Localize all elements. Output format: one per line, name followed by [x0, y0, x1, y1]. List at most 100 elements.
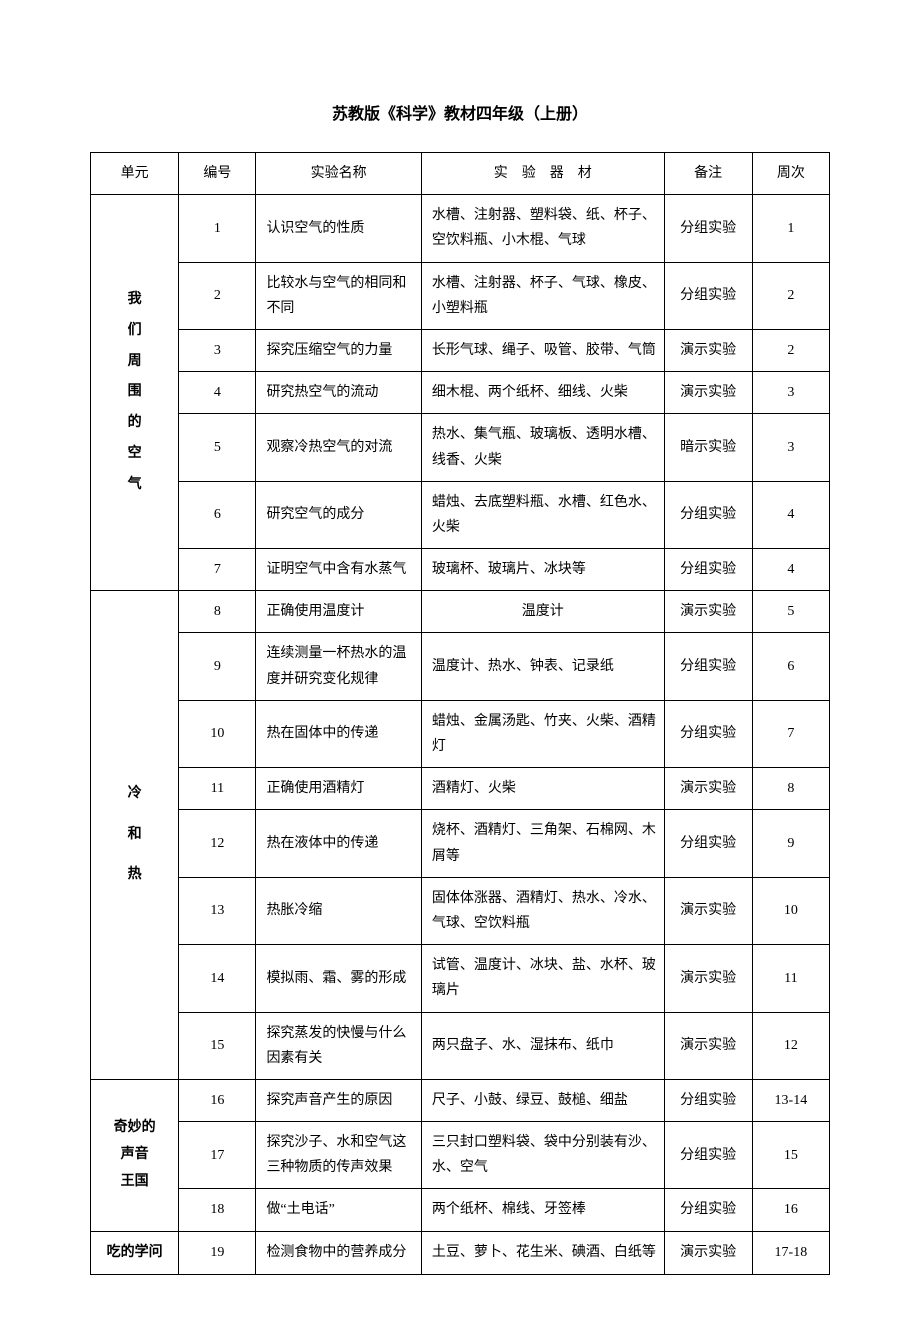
cell-week: 12 — [752, 1012, 829, 1079]
cell-material: 尺子、小鼓、绿豆、鼓槌、细盐 — [421, 1079, 664, 1121]
table-row: 7证明空气中含有水蒸气玻璃杯、玻璃片、冰块等分组实验4 — [91, 549, 830, 591]
table-row: 17探究沙子、水和空气这三种物质的传声效果三只封口塑料袋、袋中分别装有沙、水、空… — [91, 1122, 830, 1189]
cell-week: 11 — [752, 945, 829, 1012]
cell-num: 13 — [179, 877, 256, 944]
cell-num: 15 — [179, 1012, 256, 1079]
unit-cell: 奇妙的声音王国 — [91, 1079, 179, 1231]
cell-material: 三只封口塑料袋、袋中分别装有沙、水、空气 — [421, 1122, 664, 1189]
table-row: 奇妙的声音王国16探究声音产生的原因尺子、小鼓、绿豆、鼓槌、细盐分组实验13-1… — [91, 1079, 830, 1121]
unit-cell: 我们周围的空气 — [91, 195, 179, 591]
cell-name: 探究沙子、水和空气这三种物质的传声效果 — [256, 1122, 421, 1189]
unit-cell: 吃的学问 — [91, 1231, 179, 1275]
experiment-table: 单元 编号 实验名称 实 验 器 材 备注 周次 我们周围的空气1认识空气的性质… — [90, 152, 830, 1275]
cell-note: 分组实验 — [664, 481, 752, 548]
table-row: 12热在液体中的传递烧杯、酒精灯、三角架、石棉网、木屑等分组实验9 — [91, 810, 830, 877]
table-row: 3探究压缩空气的力量长形气球、绳子、吸管、胶带、气筒演示实验2 — [91, 329, 830, 371]
cell-week: 9 — [752, 810, 829, 877]
table-row: 2比较水与空气的相同和不同水槽、注射器、杯子、气球、橡皮、小塑料瓶分组实验2 — [91, 262, 830, 329]
cell-num: 6 — [179, 481, 256, 548]
cell-material: 固体体涨器、酒精灯、热水、冷水、气球、空饮料瓶 — [421, 877, 664, 944]
table-row: 吃的学问19检测食物中的营养成分土豆、萝卜、花生米、碘酒、白纸等演示实验17-1… — [91, 1231, 830, 1275]
cell-name: 比较水与空气的相同和不同 — [256, 262, 421, 329]
header-material: 实 验 器 材 — [421, 153, 664, 195]
cell-material: 水槽、注射器、塑料袋、纸、杯子、空饮料瓶、小木棍、气球 — [421, 195, 664, 262]
cell-week: 3 — [752, 372, 829, 414]
cell-week: 6 — [752, 633, 829, 700]
cell-note: 演示实验 — [664, 329, 752, 371]
cell-num: 4 — [179, 372, 256, 414]
table-row: 11正确使用酒精灯酒精灯、火柴演示实验8 — [91, 768, 830, 810]
cell-name: 探究压缩空气的力量 — [256, 329, 421, 371]
cell-note: 分组实验 — [664, 633, 752, 700]
cell-week: 15 — [752, 1122, 829, 1189]
cell-week: 5 — [752, 591, 829, 633]
cell-week: 7 — [752, 700, 829, 767]
cell-note: 演示实验 — [664, 877, 752, 944]
cell-num: 19 — [179, 1231, 256, 1275]
cell-name: 连续测量一杯热水的温度并研究变化规律 — [256, 633, 421, 700]
cell-name: 探究声音产生的原因 — [256, 1079, 421, 1121]
cell-num: 18 — [179, 1189, 256, 1231]
cell-material: 温度计 — [421, 591, 664, 633]
cell-week: 8 — [752, 768, 829, 810]
table-row: 9连续测量一杯热水的温度并研究变化规律温度计、热水、钟表、记录纸分组实验6 — [91, 633, 830, 700]
page-title: 苏教版《科学》教材四年级（上册） — [90, 100, 830, 124]
cell-note: 分组实验 — [664, 810, 752, 877]
cell-name: 热胀冷缩 — [256, 877, 421, 944]
cell-week: 3 — [752, 414, 829, 481]
cell-num: 11 — [179, 768, 256, 810]
cell-name: 检测食物中的营养成分 — [256, 1231, 421, 1275]
cell-note: 演示实验 — [664, 372, 752, 414]
cell-material: 蜡烛、金属汤匙、竹夹、火柴、酒精灯 — [421, 700, 664, 767]
table-row: 6研究空气的成分蜡烛、去底塑料瓶、水槽、红色水、火柴分组实验4 — [91, 481, 830, 548]
cell-note: 分组实验 — [664, 700, 752, 767]
cell-num: 14 — [179, 945, 256, 1012]
cell-material: 水槽、注射器、杯子、气球、橡皮、小塑料瓶 — [421, 262, 664, 329]
cell-material: 温度计、热水、钟表、记录纸 — [421, 633, 664, 700]
cell-num: 9 — [179, 633, 256, 700]
cell-week: 16 — [752, 1189, 829, 1231]
cell-name: 热在固体中的传递 — [256, 700, 421, 767]
cell-material: 细木棍、两个纸杯、细线、火柴 — [421, 372, 664, 414]
cell-note: 分组实验 — [664, 1189, 752, 1231]
cell-material: 试管、温度计、冰块、盐、水杯、玻璃片 — [421, 945, 664, 1012]
cell-week: 2 — [752, 329, 829, 371]
cell-num: 17 — [179, 1122, 256, 1189]
cell-note: 分组实验 — [664, 1079, 752, 1121]
cell-name: 模拟雨、霜、雾的形成 — [256, 945, 421, 1012]
table-row: 4研究热空气的流动细木棍、两个纸杯、细线、火柴演示实验3 — [91, 372, 830, 414]
cell-note: 演示实验 — [664, 1231, 752, 1275]
cell-note: 演示实验 — [664, 945, 752, 1012]
cell-name: 探究蒸发的快慢与什么因素有关 — [256, 1012, 421, 1079]
cell-week: 4 — [752, 481, 829, 548]
cell-note: 演示实验 — [664, 1012, 752, 1079]
cell-name: 热在液体中的传递 — [256, 810, 421, 877]
cell-note: 分组实验 — [664, 549, 752, 591]
cell-num: 1 — [179, 195, 256, 262]
table-row: 10热在固体中的传递蜡烛、金属汤匙、竹夹、火柴、酒精灯分组实验7 — [91, 700, 830, 767]
header-week: 周次 — [752, 153, 829, 195]
cell-week: 4 — [752, 549, 829, 591]
cell-material: 玻璃杯、玻璃片、冰块等 — [421, 549, 664, 591]
table-row: 5观察冷热空气的对流热水、集气瓶、玻璃板、透明水槽、线香、火柴暗示实验3 — [91, 414, 830, 481]
cell-note: 分组实验 — [664, 195, 752, 262]
cell-note: 分组实验 — [664, 1122, 752, 1189]
cell-name: 认识空气的性质 — [256, 195, 421, 262]
cell-material: 土豆、萝卜、花生米、碘酒、白纸等 — [421, 1231, 664, 1275]
cell-week: 10 — [752, 877, 829, 944]
header-unit: 单元 — [91, 153, 179, 195]
cell-name: 证明空气中含有水蒸气 — [256, 549, 421, 591]
cell-num: 3 — [179, 329, 256, 371]
cell-material: 长形气球、绳子、吸管、胶带、气筒 — [421, 329, 664, 371]
table-header-row: 单元 编号 实验名称 实 验 器 材 备注 周次 — [91, 153, 830, 195]
cell-week: 13-14 — [752, 1079, 829, 1121]
table-row: 13热胀冷缩固体体涨器、酒精灯、热水、冷水、气球、空饮料瓶演示实验10 — [91, 877, 830, 944]
table-row: 冷和热8正确使用温度计温度计演示实验5 — [91, 591, 830, 633]
unit-cell: 冷和热 — [91, 591, 179, 1080]
table-row: 18做“土电话”两个纸杯、棉线、牙签棒分组实验16 — [91, 1189, 830, 1231]
cell-num: 10 — [179, 700, 256, 767]
table-row: 14模拟雨、霜、雾的形成试管、温度计、冰块、盐、水杯、玻璃片演示实验11 — [91, 945, 830, 1012]
cell-note: 分组实验 — [664, 262, 752, 329]
cell-num: 12 — [179, 810, 256, 877]
cell-num: 5 — [179, 414, 256, 481]
